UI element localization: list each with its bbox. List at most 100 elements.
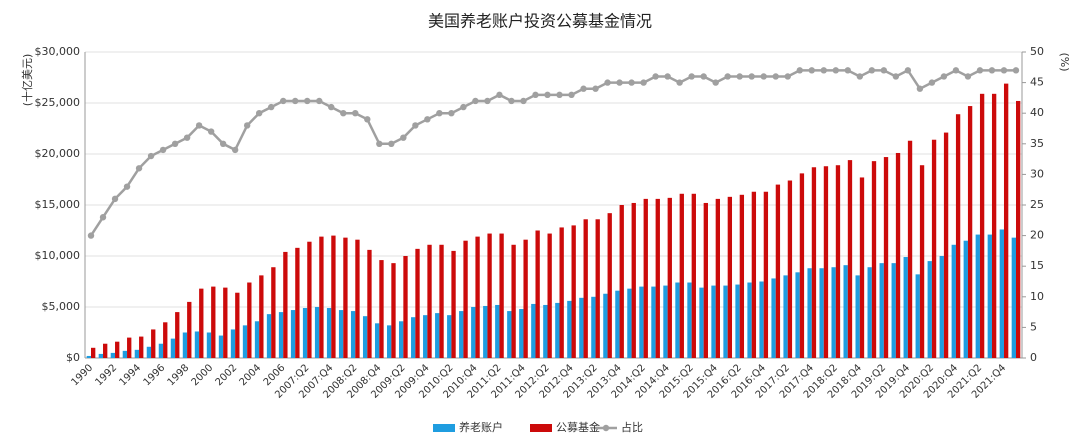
bar [170,338,176,358]
line-marker [976,67,984,74]
bar [963,240,968,358]
line-marker [688,73,695,80]
y2-tick-label: 50 [1030,45,1044,58]
bar [326,308,332,358]
legend-label: 公募基金 [556,420,600,434]
line-marker [1012,67,1020,74]
bar [739,194,745,358]
y2-tick-label: 20 [1030,229,1044,242]
y2-tick-label: 30 [1030,167,1044,180]
bar [855,275,860,358]
bar [495,304,500,358]
bar [799,173,805,358]
bar [86,355,92,358]
legend-label: 占比 [621,420,643,434]
bar [507,311,512,358]
bar [735,284,740,358]
bar [571,225,576,358]
line-marker [183,134,191,141]
y-tick-label: $30,000 [35,45,81,58]
bar [254,321,260,358]
bar [355,239,360,358]
line-marker [87,232,95,239]
bar [975,234,980,358]
line-marker [292,97,299,105]
bar [218,335,224,358]
bar [235,292,240,358]
y2-tick-label: 35 [1030,137,1044,150]
line-marker [424,116,431,123]
bar [819,268,824,358]
bar [727,196,733,358]
bar [158,343,164,358]
bar [651,286,656,358]
bar [283,251,288,358]
bar [871,161,877,358]
bar [559,227,564,358]
bar [811,167,817,358]
line-marker [364,116,371,123]
y-tick-label: $25,000 [35,96,81,109]
bar [843,265,848,358]
line-marker [219,140,227,147]
line-marker [676,79,683,86]
bar [771,278,776,358]
line-marker [231,146,239,154]
bar [223,287,228,358]
line-marker [928,79,936,86]
line-marker [340,110,347,117]
bar [439,244,444,358]
bar [667,197,672,358]
bar [163,322,168,358]
line-marker [796,67,803,74]
line-marker [147,152,155,160]
bar [787,180,793,358]
bar [1011,237,1016,358]
bar [655,198,660,358]
bar [499,233,504,358]
bar [907,140,913,358]
bar [979,93,985,358]
bar [350,311,356,358]
line-marker [964,73,972,80]
line-marker [412,122,419,129]
line-marker [664,73,671,80]
bar [919,165,925,358]
line-marker [784,73,791,80]
bar [374,323,380,358]
bar [747,282,752,358]
bar [835,165,841,358]
bar [639,286,644,358]
bar [675,282,680,358]
bar [187,301,192,358]
y-tick-label: $0 [66,351,80,364]
line-marker [820,67,827,74]
line-marker [484,97,491,105]
bar [242,325,248,358]
bar [127,337,132,358]
bar [783,275,788,358]
bar [194,331,200,358]
bar [319,236,324,358]
line-marker [280,97,287,105]
line-marker [772,73,779,80]
legend-swatch [530,424,552,432]
bar [631,202,636,358]
line-marker [856,73,864,80]
line-marker [724,73,731,80]
line-marker [352,110,359,117]
bar [943,132,949,358]
line-marker [580,85,587,92]
line-marker [808,67,815,74]
line-marker [544,91,551,99]
y-tick-label: $10,000 [35,249,81,262]
line-marker [832,67,840,74]
bar [151,329,156,358]
bar [931,139,937,358]
bar [471,307,476,358]
bar [523,239,528,358]
bar [807,268,812,358]
bar [423,315,428,358]
bar [367,249,372,358]
